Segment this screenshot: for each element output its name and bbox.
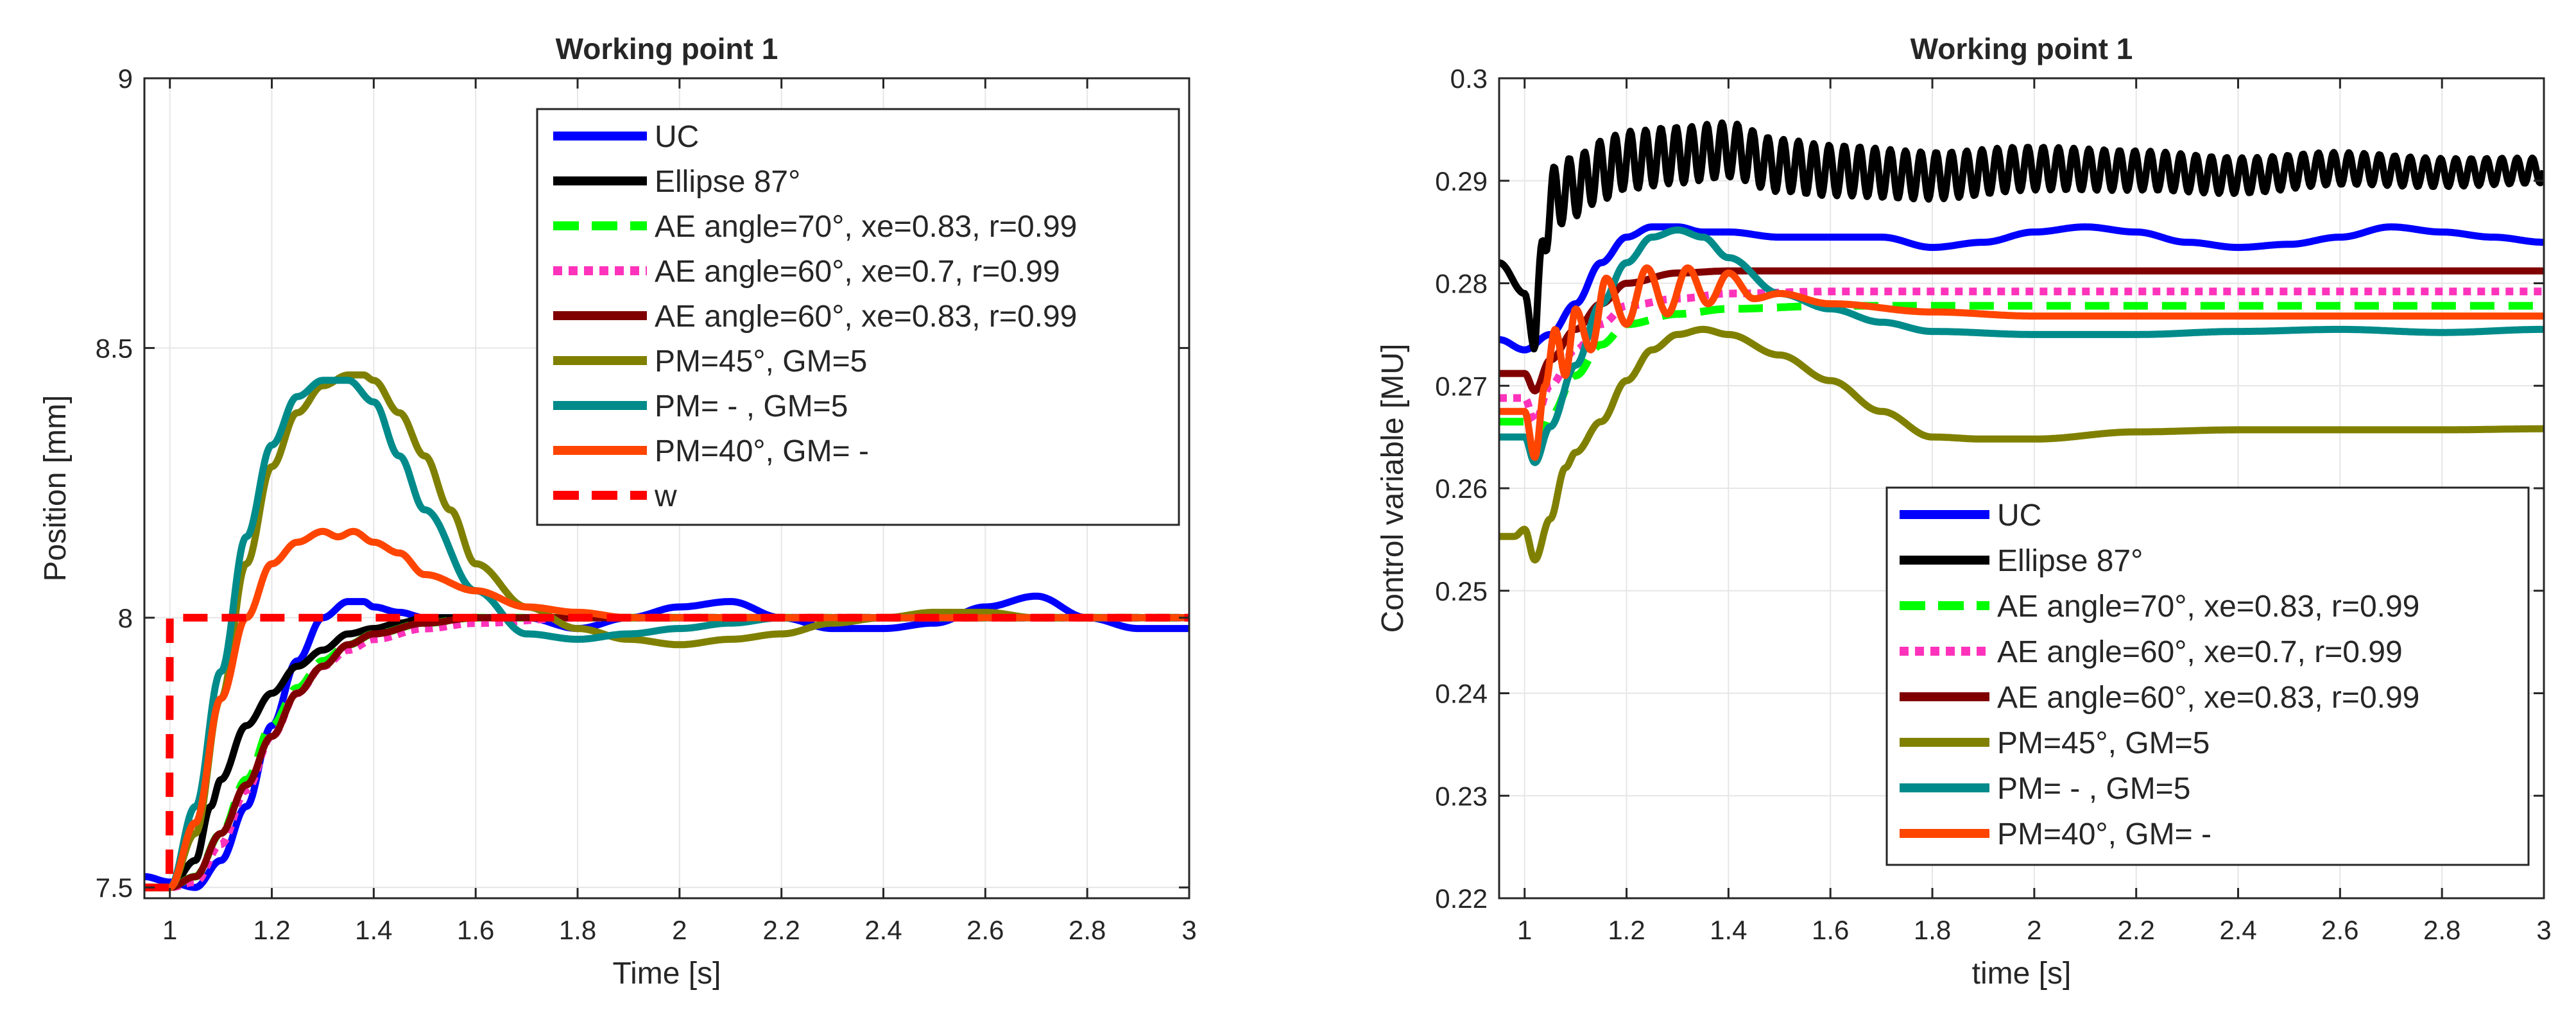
y-tick-label: 8: [118, 603, 133, 633]
ticks: 1 1.2 1.4 1.6 1.8 2 2.2 2.4 2.6 2.8 3 7.5 8 8.5 9: [96, 64, 1197, 945]
position-chart: 1 1.2 1.4 1.6 1.8 2 2.2 2.4 2.6 2.8 3 7.5 8 8.5 9 Work…: [39, 32, 1197, 991]
series-line-ae-angle-70-xe-0-83-r-0-99: [1499, 302, 2544, 461]
legend-label: AE angle=60°, xe=0.7, r=0.99: [1997, 635, 2403, 669]
chart-title: Working point 1: [556, 32, 778, 65]
x-tick-label: 2.6: [966, 915, 1004, 945]
legend-label: AE angle=70°, xe=0.83, r=0.99: [655, 210, 1077, 244]
x-tick-label: 2: [2027, 915, 2041, 945]
x-tick-label: 2.8: [1069, 915, 1106, 945]
x-tick-label: 1.6: [457, 915, 494, 945]
legend-label: UC: [1997, 499, 2041, 533]
legend-label: Ellipse 87°: [1997, 544, 2143, 578]
y-tick-label: 9: [118, 64, 133, 94]
series-line-pm-gm-5: [1499, 226, 2544, 466]
legend-box: [1885, 486, 2530, 866]
legend-label: AE angle=70°, xe=0.83, r=0.99: [1997, 590, 2419, 624]
legend-label: Ellipse 87°: [655, 165, 800, 199]
x-tick-label: 1.8: [1914, 915, 1951, 945]
x-tick-label: 2.8: [2423, 915, 2460, 945]
y-tick-label: 0.29: [1435, 166, 1488, 196]
legend-label: PM= - , GM=5: [655, 389, 848, 423]
legend-label: PM=40°, GM= -: [1997, 817, 2211, 851]
y-tick-label: 7.5: [96, 873, 133, 903]
x-tick-label: 3: [2536, 915, 2551, 945]
x-tick-label: 3: [1181, 915, 1196, 945]
y-tick-label: 0.25: [1435, 576, 1488, 606]
legend-label: PM=45°, GM=5: [655, 345, 867, 379]
series-line-ellipse-87: [1499, 119, 2544, 353]
y-tick-label: 0.28: [1435, 269, 1488, 299]
x-tick-label: 1.4: [1710, 915, 1747, 945]
legend: UC Ellipse 87° AE angle=70°, xe=0.83, r=0.…: [1885, 486, 2530, 866]
y-tick-label: 0.23: [1435, 781, 1488, 811]
legend-label: PM= - , GM=5: [1997, 772, 2190, 806]
series-line-w: [144, 613, 1189, 892]
x-tick-label: 2.4: [2219, 915, 2256, 945]
series-line-pm-45-gm-5: [1499, 325, 2544, 564]
x-tick-label: 2: [672, 915, 687, 945]
y-tick-label: 0.22: [1435, 883, 1488, 914]
y-tick-label: 0.3: [1450, 64, 1488, 94]
legend-label: UC: [655, 120, 699, 154]
legend-label: w: [654, 479, 677, 513]
y-tick-label: 0.24: [1435, 679, 1488, 709]
x-axis-label: time [s]: [1972, 957, 2072, 991]
x-tick-label: 1.6: [1812, 915, 1849, 945]
x-tick-label: 2.2: [762, 915, 800, 945]
legend: UC Ellipse 87° AE angle=70°, xe=0.83, r=0.…: [536, 108, 1180, 526]
control-variable-chart: 1 1.2 1.4 1.6 1.8 2 2.2 2.4 2.6 2.8 3 0.22 0.23 0.24 0…: [1376, 32, 2552, 991]
chart-title: Working point 1: [1911, 32, 2133, 65]
x-tick-label: 1: [1517, 915, 1532, 945]
series-line-pm-40-gm: [1499, 264, 2544, 461]
x-tick-label: 1.8: [559, 915, 596, 945]
y-tick-label: 0.27: [1435, 371, 1488, 401]
legend-label: PM=45°, GM=5: [1997, 726, 2210, 760]
x-tick-label: 1.2: [1608, 915, 1645, 945]
legend-label: AE angle=60°, xe=0.83, r=0.99: [1997, 681, 2419, 715]
ticks: 1 1.2 1.4 1.6 1.8 2 2.2 2.4 2.6 2.8 3 0.22 0.23 0.24 0…: [1435, 64, 2551, 945]
x-axis-label: Time [s]: [613, 957, 721, 991]
x-tick-label: 1.4: [355, 915, 392, 945]
y-axis-label: Position [mm]: [39, 395, 73, 582]
y-tick-label: 0.26: [1435, 473, 1488, 504]
x-tick-label: 2.6: [2321, 915, 2358, 945]
series-group: [1499, 119, 2544, 564]
y-tick-label: 8.5: [96, 333, 133, 363]
legend-label: AE angle=60°, xe=0.83, r=0.99: [655, 300, 1077, 334]
x-tick-label: 1.2: [253, 915, 290, 945]
x-tick-label: 2.2: [2117, 915, 2154, 945]
series-group: [144, 371, 1189, 892]
x-tick-label: 1: [162, 915, 177, 945]
plot-frame: [143, 77, 1190, 900]
x-tick-label: 2.4: [864, 915, 902, 945]
y-axis-label: Control variable [MU]: [1376, 344, 1410, 633]
legend-label: PM=40°, GM= -: [655, 434, 869, 468]
series-line-ae-angle-60-xe-0-83-r-0-99: [1499, 267, 2544, 395]
legend-label: AE angle=60°, xe=0.7, r=0.99: [655, 255, 1060, 289]
